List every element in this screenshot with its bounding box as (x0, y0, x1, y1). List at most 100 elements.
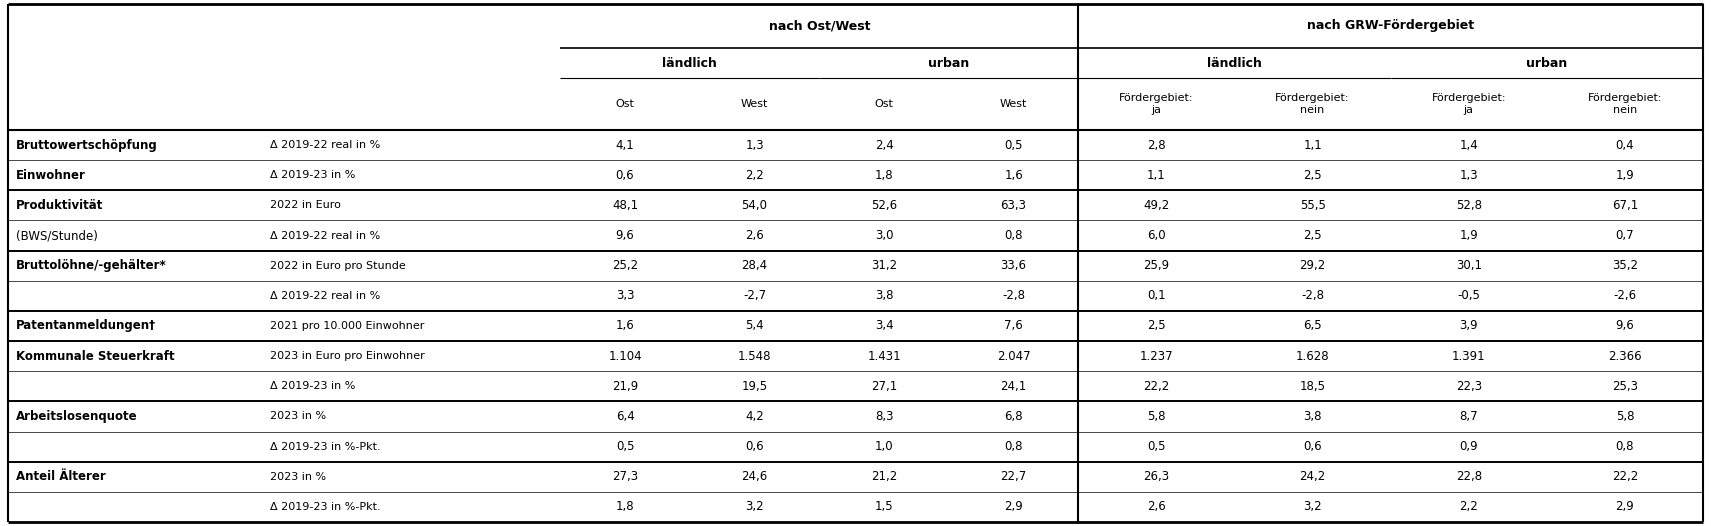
Text: 0,1: 0,1 (1146, 289, 1165, 302)
Text: 2,6: 2,6 (746, 229, 763, 242)
Text: 27,1: 27,1 (871, 380, 897, 393)
Text: 8,7: 8,7 (1459, 410, 1478, 423)
Text: 18,5: 18,5 (1300, 380, 1326, 393)
Text: 0,5: 0,5 (616, 440, 635, 453)
Text: 0,8: 0,8 (1004, 440, 1023, 453)
Text: 30,1: 30,1 (1456, 259, 1482, 272)
Text: 25,2: 25,2 (613, 259, 638, 272)
Text: nach GRW-Fördergebiet: nach GRW-Fördergebiet (1307, 19, 1475, 33)
Text: 6,0: 6,0 (1146, 229, 1165, 242)
Text: Bruttowertschöpfung: Bruttowertschöpfung (15, 138, 157, 151)
Text: nach Ost/West: nach Ost/West (768, 19, 871, 33)
Text: 24,1: 24,1 (1001, 380, 1027, 393)
Text: 22,3: 22,3 (1456, 380, 1482, 393)
Text: 8,3: 8,3 (874, 410, 893, 423)
Text: 1.104: 1.104 (607, 350, 642, 362)
Text: 54,0: 54,0 (741, 199, 768, 212)
Text: 1,8: 1,8 (874, 169, 893, 181)
Text: 29,2: 29,2 (1299, 259, 1326, 272)
Text: 2,5: 2,5 (1146, 319, 1165, 332)
Text: 25,9: 25,9 (1143, 259, 1170, 272)
Text: 1,1: 1,1 (1304, 138, 1323, 151)
Text: 1.237: 1.237 (1140, 350, 1174, 362)
Text: Δ 2019-22 real in %: Δ 2019-22 real in % (270, 230, 380, 240)
Text: 6,4: 6,4 (616, 410, 635, 423)
Text: -2,8: -2,8 (1300, 289, 1324, 302)
Text: 2022 in Euro: 2022 in Euro (270, 200, 340, 210)
Text: 26,3: 26,3 (1143, 470, 1170, 483)
Text: 1,9: 1,9 (1459, 229, 1478, 242)
Text: 0,8: 0,8 (1615, 440, 1634, 453)
Text: 7,6: 7,6 (1004, 319, 1023, 332)
Text: 3,9: 3,9 (1459, 319, 1478, 332)
Text: West: West (741, 99, 768, 109)
Text: 4,1: 4,1 (616, 138, 635, 151)
Text: 24,6: 24,6 (741, 470, 768, 483)
Text: 22,7: 22,7 (1001, 470, 1027, 483)
Text: Bruttolöhne/-gehälter*: Bruttolöhne/-gehälter* (15, 259, 166, 272)
Text: 5,8: 5,8 (1615, 410, 1634, 423)
Text: 5,4: 5,4 (746, 319, 763, 332)
Text: 0,8: 0,8 (1004, 229, 1023, 242)
Text: Anteil Älterer: Anteil Älterer (15, 470, 106, 483)
Text: 2.366: 2.366 (1608, 350, 1643, 362)
Text: 2,9: 2,9 (1615, 500, 1634, 513)
Text: 2023 in %: 2023 in % (270, 411, 327, 421)
Text: 19,5: 19,5 (741, 380, 768, 393)
Text: 2,6: 2,6 (1146, 500, 1165, 513)
Text: 3,2: 3,2 (1304, 500, 1323, 513)
Text: 31,2: 31,2 (871, 259, 897, 272)
Text: 2023 in Euro pro Einwohner: 2023 in Euro pro Einwohner (270, 351, 424, 361)
Text: 1,0: 1,0 (874, 440, 893, 453)
Text: 22,2: 22,2 (1612, 470, 1637, 483)
Text: 2,9: 2,9 (1004, 500, 1023, 513)
Text: -2,8: -2,8 (1003, 289, 1025, 302)
Text: 1,6: 1,6 (1004, 169, 1023, 181)
Text: urban: urban (1526, 56, 1567, 69)
Text: 28,4: 28,4 (741, 259, 768, 272)
Text: Produktivität: Produktivität (15, 199, 103, 212)
Text: 0,9: 0,9 (1459, 440, 1478, 453)
Text: 1.391: 1.391 (1453, 350, 1485, 362)
Text: 1,3: 1,3 (1459, 169, 1478, 181)
Text: 0,7: 0,7 (1615, 229, 1634, 242)
Text: 52,6: 52,6 (871, 199, 897, 212)
Text: 1.628: 1.628 (1295, 350, 1329, 362)
Text: -2,6: -2,6 (1613, 289, 1636, 302)
Text: 1,1: 1,1 (1146, 169, 1165, 181)
Text: 0,4: 0,4 (1615, 138, 1634, 151)
Text: 25,3: 25,3 (1612, 380, 1637, 393)
Text: 1,4: 1,4 (1459, 138, 1478, 151)
Text: Δ 2019-23 in %-Pkt.: Δ 2019-23 in %-Pkt. (270, 442, 382, 452)
Text: -2,7: -2,7 (743, 289, 767, 302)
Text: 22,8: 22,8 (1456, 470, 1482, 483)
Text: Fördergebiet:
ja: Fördergebiet: ja (1432, 93, 1506, 115)
Text: 2,8: 2,8 (1146, 138, 1165, 151)
Text: 22,2: 22,2 (1143, 380, 1170, 393)
Text: Ost: Ost (874, 99, 893, 109)
Text: 48,1: 48,1 (613, 199, 638, 212)
Text: 33,6: 33,6 (1001, 259, 1027, 272)
Text: 27,3: 27,3 (613, 470, 638, 483)
Text: Fördergebiet:
nein: Fördergebiet: nein (1275, 93, 1350, 115)
Text: -0,5: -0,5 (1458, 289, 1480, 302)
Text: 2,5: 2,5 (1304, 229, 1323, 242)
Text: 9,6: 9,6 (616, 229, 635, 242)
Text: 2023 in %: 2023 in % (270, 472, 327, 482)
Text: 49,2: 49,2 (1143, 199, 1170, 212)
Text: Fördergebiet:
nein: Fördergebiet: nein (1588, 93, 1661, 115)
Text: 21,9: 21,9 (613, 380, 638, 393)
Text: 3,3: 3,3 (616, 289, 635, 302)
Text: 0,6: 0,6 (746, 440, 763, 453)
Text: 5,8: 5,8 (1146, 410, 1165, 423)
Text: Patentanmeldungen†: Patentanmeldungen† (15, 319, 156, 332)
Text: 2021 pro 10.000 Einwohner: 2021 pro 10.000 Einwohner (270, 321, 424, 331)
Text: 4,2: 4,2 (746, 410, 763, 423)
Text: 63,3: 63,3 (1001, 199, 1027, 212)
Text: ländlich: ländlich (1206, 56, 1263, 69)
Text: 2022 in Euro pro Stunde: 2022 in Euro pro Stunde (270, 261, 406, 271)
Text: 9,6: 9,6 (1615, 319, 1634, 332)
Text: 3,2: 3,2 (746, 500, 763, 513)
Text: Einwohner: Einwohner (15, 169, 86, 181)
Text: urban: urban (927, 56, 970, 69)
